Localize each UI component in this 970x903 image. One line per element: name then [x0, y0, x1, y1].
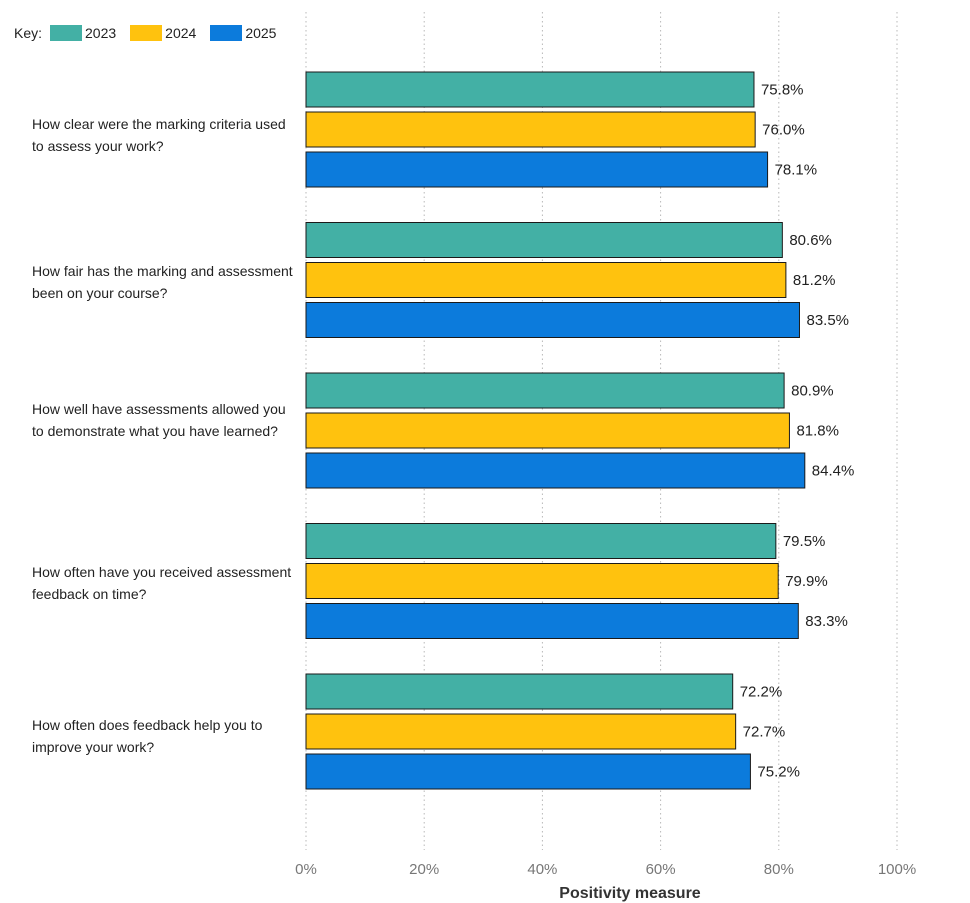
question-label-1: How fair has the marking and assessment …	[32, 263, 293, 301]
bar-q1-2025	[305, 151, 769, 188]
legend-item-2025: 2025	[210, 25, 276, 41]
bar-q2-2024	[305, 262, 787, 298]
value-label-q1-2023: 75.8%	[761, 82, 804, 99]
value-label-q2-2024: 81.2%	[793, 272, 836, 289]
question-label-4: How often does feedback help you to impr…	[32, 717, 263, 755]
value-label-q3-2024: 81.8%	[796, 423, 839, 440]
bar-q3-2023	[305, 372, 785, 409]
legend-swatch-2025	[210, 25, 243, 41]
value-labels: 75.8% 76.0% 78.1% 80.6% 81.2% 83.5% 80.9% 81.8%…	[740, 82, 855, 781]
value-label-q4-2024: 79.9%	[785, 573, 828, 590]
x-tick-label-80: 80%	[764, 861, 794, 878]
value-label-q1-2024: 76.0%	[762, 122, 805, 139]
value-label-q3-2025: 84.4%	[812, 463, 855, 480]
bar-q1-2024	[305, 111, 756, 148]
x-tick-label-20: 20%	[409, 861, 439, 878]
bar-q2-2025	[305, 302, 800, 338]
bar-q3-2025	[305, 452, 806, 489]
bar-q5-2024	[305, 713, 737, 750]
bar-q4-2023	[305, 523, 777, 559]
bar-q5-2023	[305, 673, 734, 710]
legend-label-2025: 2025	[245, 25, 277, 41]
bar-q2-2023	[305, 222, 783, 258]
x-tick-label-60: 60%	[646, 861, 676, 878]
question-label-2: How well have assessments allowed you to…	[32, 401, 286, 439]
legend-swatch-2023	[50, 25, 83, 41]
x-tick-label-40: 40%	[527, 861, 557, 878]
x-axis-ticks: 0% 20% 40% 60% 80% 100%	[295, 861, 916, 878]
x-tick-label-100: 100%	[878, 861, 916, 878]
legend-swatch-2024	[130, 25, 163, 41]
bar-q3-2024	[305, 412, 790, 449]
bar-q1-2023	[305, 71, 755, 108]
value-label-q5-2025: 75.2%	[757, 764, 800, 781]
x-axis-title: Positivity measure	[559, 885, 701, 902]
legend-item-2024: 2024	[130, 25, 196, 41]
value-label-q2-2025: 83.5%	[806, 312, 849, 329]
value-label-q5-2023: 72.2%	[740, 684, 783, 701]
legend-item-2023: 2023	[50, 25, 116, 41]
legend-label-2024: 2024	[165, 25, 197, 41]
legend: Key: 2023 2024 2025	[14, 22, 290, 44]
bar-q4-2024	[305, 563, 779, 599]
value-label-q1-2025: 78.1%	[775, 162, 818, 179]
bar-q5-2025	[305, 753, 751, 790]
value-label-q5-2024: 72.7%	[743, 724, 786, 741]
legend-label-2023: 2023	[85, 25, 117, 41]
value-label-q4-2023: 79.5%	[783, 533, 826, 550]
value-label-q3-2023: 80.9%	[791, 383, 834, 400]
bar-q4-2025	[305, 603, 799, 639]
legend-title: Key:	[14, 25, 43, 41]
x-tick-label-0: 0%	[295, 861, 317, 878]
value-label-q2-2023: 80.6%	[789, 232, 832, 249]
value-label-q4-2025: 83.3%	[805, 613, 848, 630]
question-label-3: How often have you received assessment f…	[32, 564, 292, 602]
bars	[305, 71, 806, 790]
question-label-0: How clear were the marking criteria used…	[32, 116, 286, 154]
